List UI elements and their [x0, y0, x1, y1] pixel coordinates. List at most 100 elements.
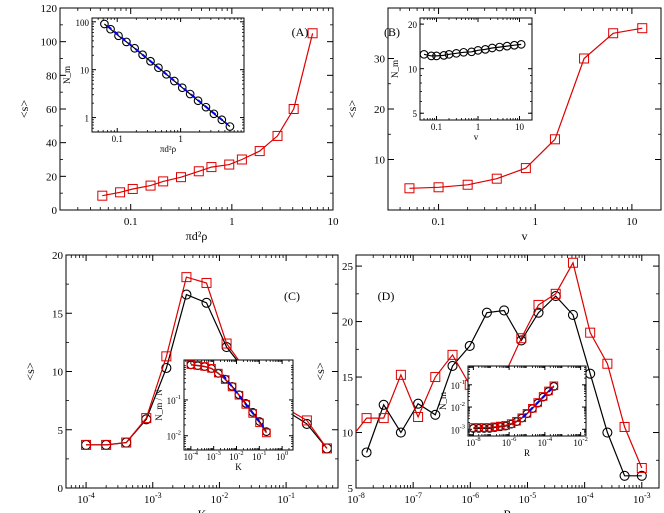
panel-A-inset-series-0-point-0	[100, 19, 109, 29]
panel-C-inset-series-1-point-1	[193, 361, 203, 370]
panel-B-xtick-label-2: 10	[626, 216, 638, 228]
panel-C-series-0-point-6	[201, 297, 212, 308]
panel-D-label: (D)	[378, 289, 395, 303]
panel-C-inset-xtick-label-2: 10-2	[229, 450, 243, 462]
panel-A-inset-series-0-point-13	[201, 102, 211, 112]
panel-B-ytick-label-0: 10	[374, 155, 386, 167]
panel-B-xtick-label-1: 1	[532, 216, 538, 228]
panel-A-inset-plot-area	[100, 19, 235, 131]
panel-D-xlabel: R	[503, 507, 511, 513]
panel-D-series-0-point-0	[361, 447, 372, 458]
panel-D-series-1-point-14	[585, 327, 596, 338]
panel-D-inset-series-1-point-11	[528, 403, 537, 413]
panel-C-inset-series-1-point-7	[234, 390, 244, 400]
panel-A-inset-series-0-point-16	[225, 122, 235, 131]
panel-A-series-0-point-4	[158, 176, 169, 187]
panel-C-inset-series-1-point-11	[262, 428, 271, 438]
panel-B-inset-ylabel: N_m	[390, 60, 400, 78]
panel-C-inset-xlabel: K	[235, 462, 242, 472]
panel-A-inset-ytick-label-1: 10	[80, 66, 90, 76]
panel-D-inset-series-1-point-3	[485, 423, 494, 432]
panel-D-xtick-label-0: 10-8	[347, 491, 365, 506]
panel-A-ytick-label-4: 80	[46, 70, 58, 82]
panel-C-ylabel: <s>	[23, 362, 37, 380]
panel-A-ytick-label-6: 120	[41, 3, 58, 15]
panel-A-series-0-point-9	[236, 154, 247, 165]
panel-D-xtick-label-5: 10-3	[633, 491, 651, 506]
panel-A-ytick-label-3: 60	[46, 104, 58, 116]
panel-B-ytick-label-1: 20	[374, 104, 386, 116]
panel-D-ylabel: <s>	[313, 362, 327, 380]
panel-C-series-1-point-4	[161, 351, 172, 362]
panel-C-inset-xtick-label-1: 10-3	[206, 450, 220, 462]
panel-C-series-1-point-0	[81, 439, 92, 450]
panel-C-inset-frame	[183, 359, 294, 451]
panel-C-inset-plot-area	[186, 360, 271, 438]
panel-A-inset-series-0-point-15	[217, 115, 227, 125]
panel-A-xtick-label-2: 10	[328, 216, 340, 228]
panel-A-series-0-line	[102, 33, 314, 197]
panel-D-inset-ytick-label-2: 10-1	[451, 379, 465, 391]
panel-A-series-0-point-12	[288, 104, 299, 114]
panel-D-series-0-point-2	[395, 427, 406, 438]
panel-A-ytick-label-0: 0	[52, 205, 58, 217]
panel-A-inset-xlabel: πd²ρ	[160, 144, 177, 154]
panel-A-inset-series-0-point-9	[169, 76, 179, 86]
panel-B-inset-series-0-point-1	[426, 51, 436, 61]
panel-D-series-0-point-4	[430, 409, 441, 420]
panel-D-series-0-point-8	[499, 305, 510, 316]
panel-C-inset-series-1-point-10	[255, 418, 264, 428]
panel-D-inset-series-1-point-4	[490, 422, 500, 432]
panel-C-series-1-point-1	[101, 439, 112, 450]
panel-D-inset-xlabel: R	[524, 448, 530, 458]
panel-A-inset-series-0-point-8	[162, 69, 171, 79]
panel-B-series-0-point-6	[579, 53, 590, 64]
panel-D-ytick-label-2: 15	[342, 372, 354, 384]
panel-A-inset-series-0-point-12	[193, 96, 203, 106]
panel-D-inset-plot-area	[469, 381, 559, 433]
panel-D-series-0-point-7	[481, 307, 492, 318]
panel-D-inset-xtick-label-3: 10-2	[573, 436, 587, 448]
panel-D-series-1-point-6	[447, 349, 458, 360]
panel-A-series-0-point-10	[254, 146, 265, 157]
panel-C-ytick-label-3: 15	[52, 308, 64, 320]
panel-D-inset-xtick-label-1: 10-6	[502, 436, 517, 448]
panel-D-inset-xtick-label-2: 10-4	[538, 436, 553, 448]
panel-C-inset-series-1-point-4	[214, 368, 223, 378]
panel-D-inset-series-1-point-1	[474, 423, 484, 432]
panel-A-label: (A)	[292, 25, 309, 39]
panel-C-ytick-label-2: 10	[52, 367, 64, 379]
panel-B-label: (B)	[384, 25, 400, 39]
panel-B-inset-xtick-label-0: 0.1	[431, 122, 442, 132]
panel-A-inset-ytick-label-0: 1	[85, 114, 90, 124]
panel-C-inset-series-1-point-9	[248, 409, 257, 418]
panel-A-inset-ytick-label-2: 100	[76, 18, 90, 28]
panel-A-ytick-label-5: 100	[41, 37, 58, 49]
panel-A-xtick-label-1: 1	[229, 216, 235, 228]
panel-C-inset-series-1-point-5	[220, 375, 230, 384]
panel-A-inset-series-0-point-2	[114, 31, 123, 41]
panel-D-series-1-point-15	[602, 358, 613, 369]
panel-C-inset-xtick-label-0: 10-4	[184, 450, 199, 462]
panel-A-series-0-point-13	[307, 28, 318, 39]
panel-D-ytick-label-3: 20	[342, 317, 354, 329]
panel-C-series-1-point-5	[181, 272, 192, 283]
panel-A-inset-series-0-point-7	[154, 63, 163, 73]
panel-C-ytick-label-1: 5	[58, 425, 64, 437]
panel-C-series-1-point-7	[221, 338, 232, 349]
panel-B-inset-frame	[419, 17, 533, 121]
panel-B-series-0-point-3	[491, 173, 502, 184]
panel-D-inset: 10-8 10-6 10-4 10-2 10-3 10-2 10-1 R N_m	[438, 365, 588, 458]
panel-A-inset-series-0-point-1	[106, 24, 115, 34]
panel-C-inset-xtick-label-3: 10-1	[252, 450, 266, 462]
panel-B-inset-series-0-point-7	[467, 47, 476, 57]
panel-D-series-0-line	[366, 295, 642, 477]
panel-C-xlabel: K	[198, 507, 207, 513]
panel-B-inset-series-0-line	[423, 43, 522, 57]
panel-C-series-1-point-3	[141, 413, 152, 424]
panel-D-series-0-point-1	[378, 399, 389, 410]
panel-A-ytick-label-2: 40	[46, 138, 58, 150]
panel-D-inset-series-1-point-9	[517, 413, 527, 423]
panel-C-series-0-point-4	[161, 362, 172, 374]
panel-C-ytick-label-0: 0	[58, 483, 64, 495]
